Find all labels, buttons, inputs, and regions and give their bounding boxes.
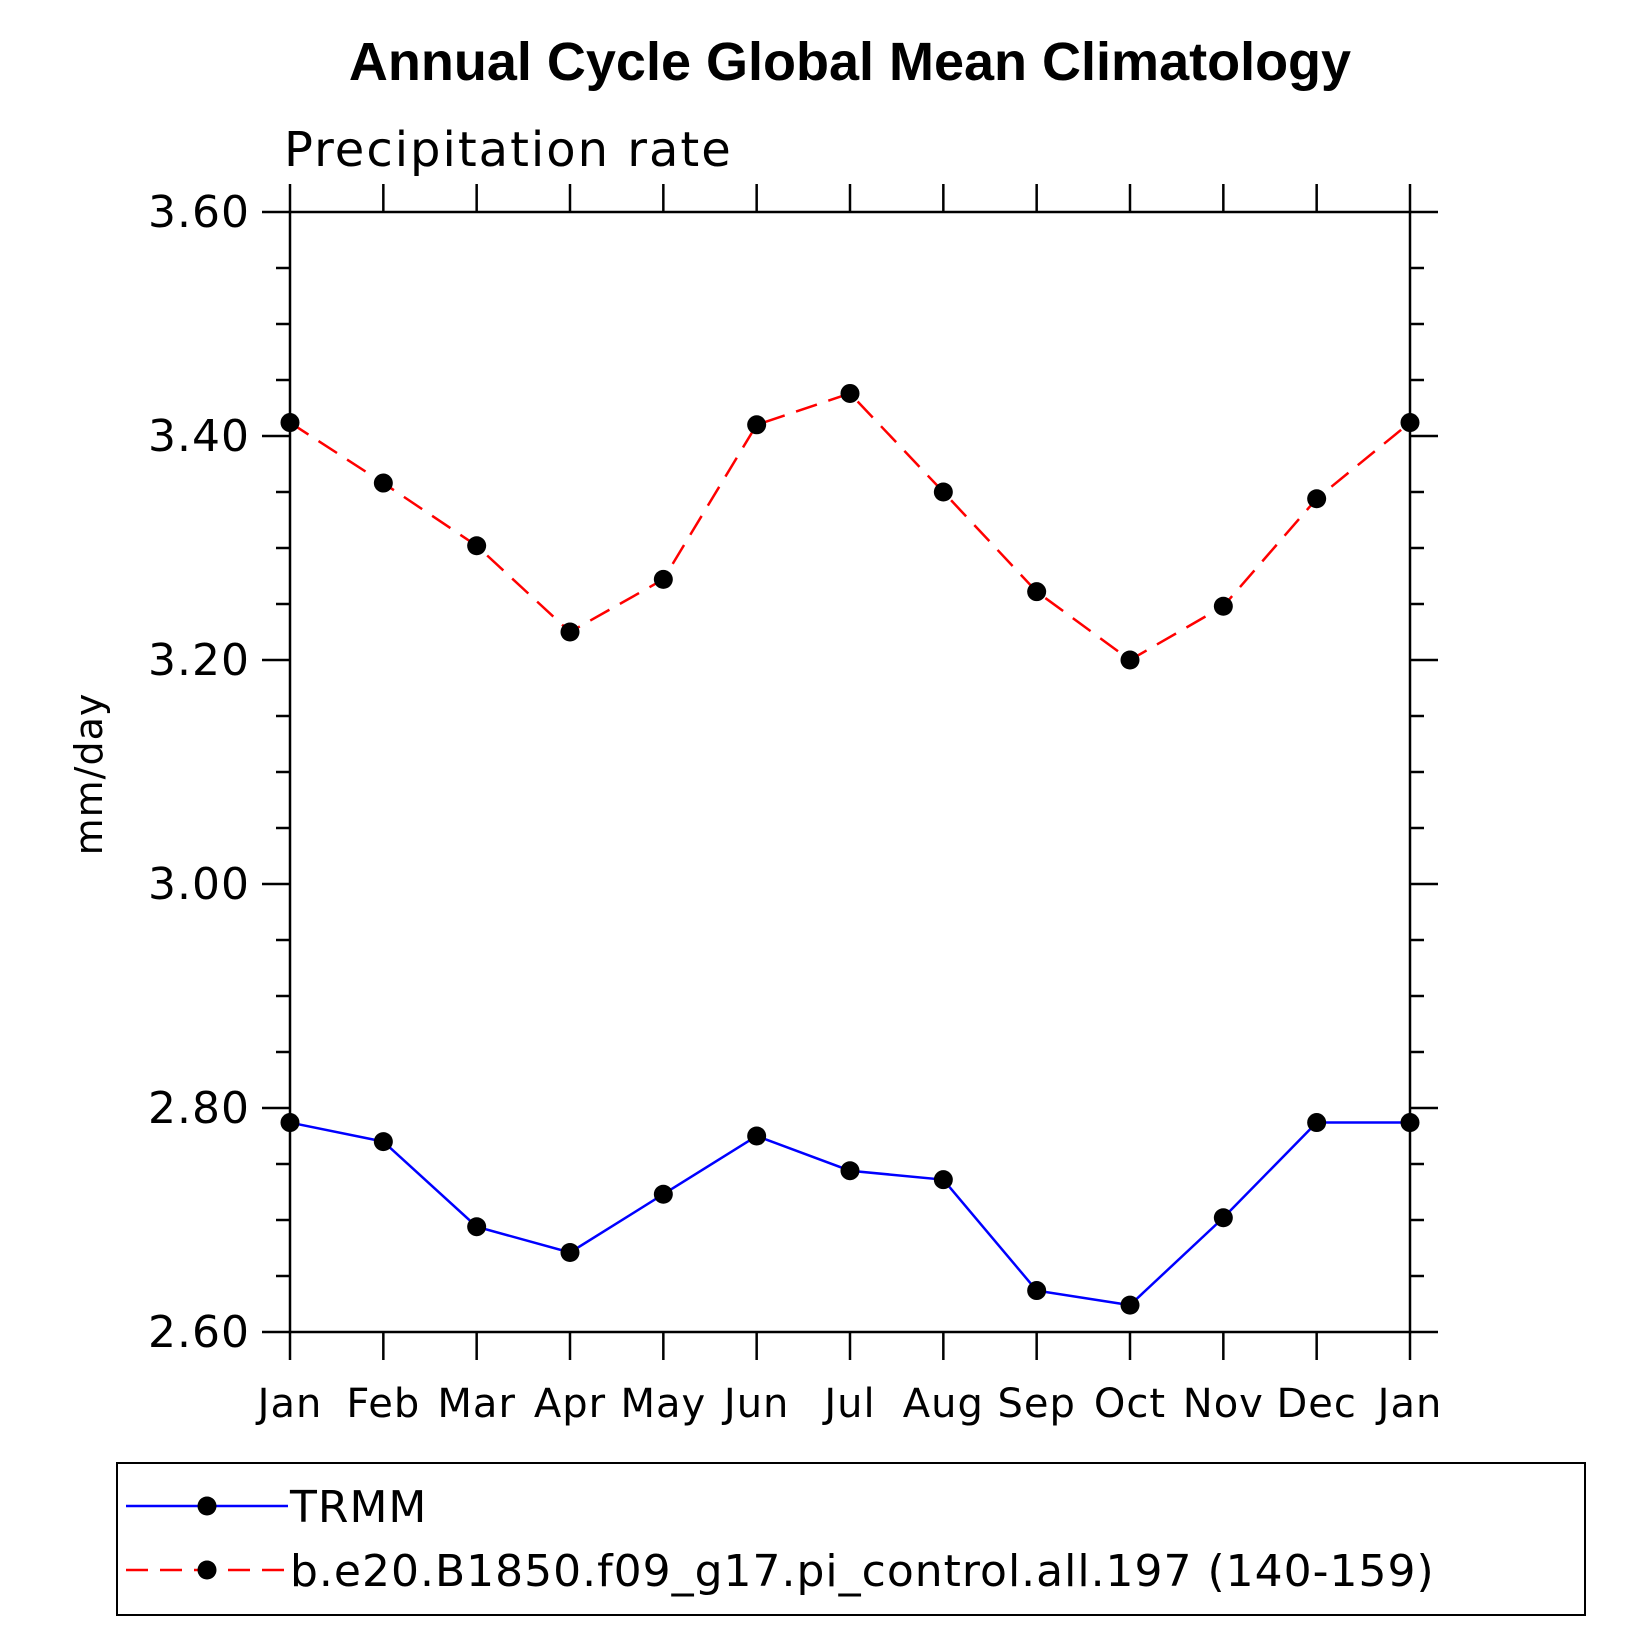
- data-point: [840, 1161, 860, 1181]
- data-point: [467, 536, 487, 556]
- x-tick-label: Nov: [1183, 1381, 1264, 1427]
- data-point: [280, 1113, 300, 1133]
- x-tick-label: Jan: [1375, 1381, 1443, 1427]
- data-point: [653, 1184, 673, 1204]
- data-point: [1120, 1295, 1140, 1315]
- x-tick-label: Jul: [821, 1381, 875, 1427]
- x-tick-label: May: [620, 1381, 706, 1427]
- chart-title: Annual Cycle Global Mean Climatology: [349, 32, 1351, 92]
- data-point: [1213, 596, 1233, 616]
- x-tick-label: Jun: [721, 1381, 790, 1427]
- data-point: [747, 415, 767, 435]
- y-tick-label: 2.80: [148, 1083, 250, 1134]
- legend-box: [116, 1462, 1586, 1616]
- series-line-0: [289, 1121, 1410, 1307]
- x-axis-ticks: Jan Feb Mar Apr May Jun Jul Aug Sep Oct Nov Dec Jan: [255, 184, 1443, 1427]
- data-point: [1400, 1113, 1420, 1133]
- data-point: [653, 569, 673, 589]
- y-axis-ticks: 2.60 2.80 3.00 3.20 3.40 3.60: [148, 187, 1438, 1358]
- x-tick-label: Sep: [997, 1381, 1075, 1427]
- data-point: [1307, 1113, 1327, 1133]
- data-point: [560, 622, 580, 642]
- y-tick-label: 3.60: [148, 187, 250, 238]
- y-axis-title: mm/day: [67, 693, 111, 856]
- x-tick-label: Aug: [903, 1381, 984, 1427]
- y-tick-label: 3.20: [148, 635, 250, 686]
- data-point: [747, 1126, 767, 1146]
- legend-marker: [197, 1496, 217, 1516]
- legend-marker: [197, 1560, 217, 1580]
- data-point: [1400, 413, 1420, 433]
- x-tick-label: Feb: [346, 1381, 420, 1427]
- data-point: [1213, 1208, 1233, 1228]
- data-point: [840, 383, 860, 403]
- data-point: [373, 473, 393, 493]
- chart-subtitle: Precipitation rate: [284, 122, 733, 178]
- series-layer: [280, 383, 1420, 1315]
- data-point: [933, 482, 953, 502]
- x-tick-label: Jan: [255, 1381, 323, 1427]
- data-point: [1027, 582, 1047, 602]
- data-point: [933, 1170, 953, 1190]
- legend-label-0: TRMM: [289, 1482, 427, 1533]
- legend: TRMM b.e20.B1850.f09_g17.pi_control.all.1…: [116, 1462, 1586, 1616]
- y-tick-label: 2.60: [148, 1307, 250, 1358]
- y-tick-label: 3.40: [148, 411, 250, 462]
- x-tick-label: Dec: [1276, 1381, 1356, 1427]
- data-point: [1307, 489, 1327, 509]
- data-point: [1027, 1281, 1047, 1301]
- series-line-1: [289, 392, 1411, 662]
- y-tick-label: 3.00: [148, 859, 250, 910]
- legend-label-1: b.e20.B1850.f09_g17.pi_control.all.197 (…: [290, 1546, 1435, 1597]
- data-point: [467, 1217, 487, 1237]
- x-tick-label: Apr: [534, 1381, 606, 1427]
- x-tick-label: Mar: [437, 1381, 515, 1427]
- x-tick-label: Oct: [1094, 1381, 1166, 1427]
- data-point: [1120, 650, 1140, 670]
- data-point: [280, 413, 300, 433]
- data-point: [560, 1242, 580, 1262]
- data-point: [373, 1132, 393, 1152]
